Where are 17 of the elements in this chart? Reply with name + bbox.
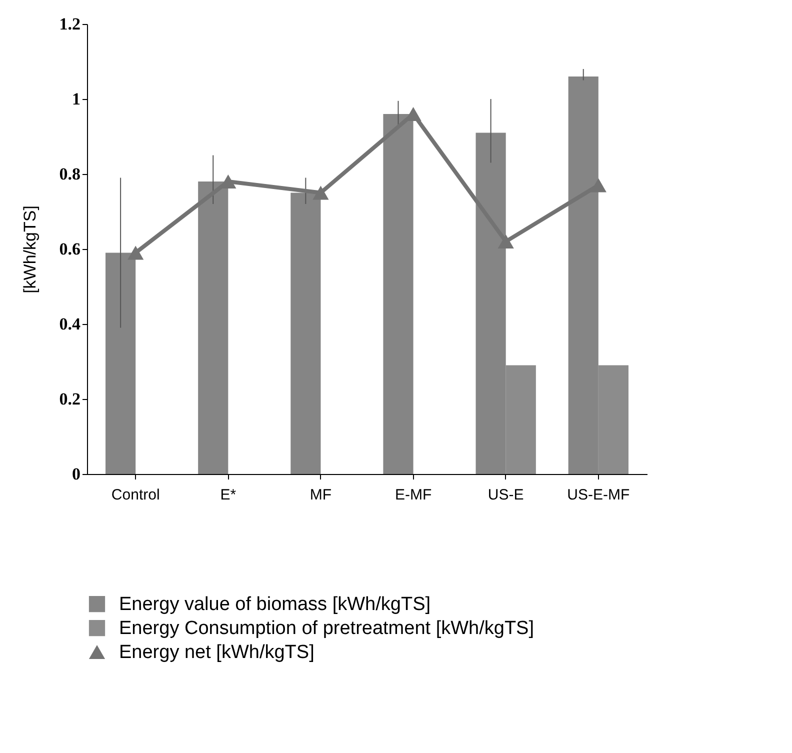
y-axis-title: [kWh/kgTS] [20,206,40,294]
y-tick-label: 0.4 [59,314,81,334]
legend-label: Energy Consumption of pretreatment [kWh/kgTS] [119,618,534,639]
y-tick-label: 1 [72,90,80,108]
y-tick-label: 0.6 [59,240,80,258]
y-tick-label: 0 [72,464,80,484]
legend-label: Energy net [kWh/kgTS] [119,642,314,663]
y-tick-label: 0.2 [59,390,80,408]
y-tick-label: 1.2 [59,14,80,34]
x-tick-label: Control [111,486,160,504]
x-tick-label: MF [310,486,332,504]
x-tick-label: E-MF [394,486,432,504]
x-tick-label: US-E-MF [567,486,630,504]
y-tick-label: 0.8 [59,164,80,184]
x-tick-label: E* [220,486,236,504]
legend-label: Energy value of biomass [kWh/kgTS] [119,594,431,615]
x-tick-label: US-E [488,486,524,504]
